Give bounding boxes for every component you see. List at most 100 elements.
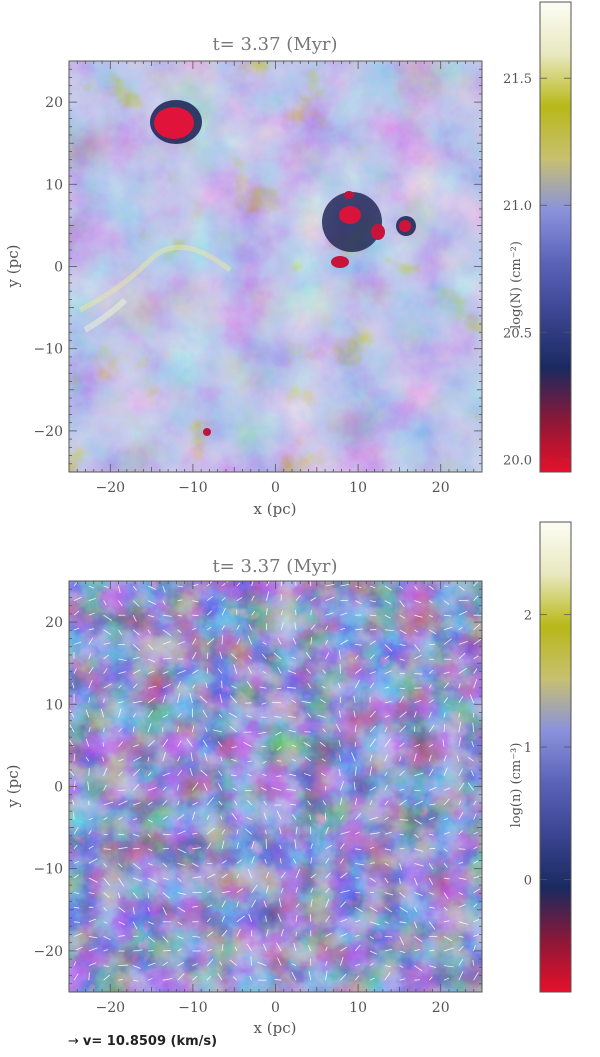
- velocity-vector: [72, 799, 75, 806]
- velocity-vector: [192, 905, 198, 908]
- velocity-vector: [443, 818, 449, 820]
- velocity-vector: [177, 962, 185, 966]
- velocity-vector: [147, 801, 153, 806]
- colorbar-1-label: log(N) (cm⁻²): [509, 241, 524, 329]
- velocity-vector: [247, 666, 252, 674]
- velocity-vector: [177, 713, 182, 718]
- velocity-vector: [414, 921, 418, 929]
- velocity-vector: [88, 637, 94, 645]
- velocity-vector: [206, 917, 211, 923]
- velocity-vector: [132, 713, 136, 718]
- velocity-vector: [473, 813, 477, 820]
- velocity-vector: [102, 742, 104, 747]
- velocity-vector: [354, 724, 357, 733]
- velocity-vector: [259, 686, 267, 689]
- velocity-vector: [458, 768, 463, 776]
- velocity-vector: [100, 708, 104, 718]
- velocity-vector: [414, 863, 424, 867]
- velocity-vector: [162, 585, 166, 593]
- velocity-vector: [88, 680, 93, 689]
- velocity-vector: [190, 752, 193, 762]
- velocity-vector: [265, 915, 267, 922]
- velocity-vector: [414, 907, 418, 912]
- velocity-vector: [73, 921, 81, 923]
- velocity-vector: [369, 738, 376, 747]
- velocity-vector: [384, 892, 394, 896]
- velocity-vector: [250, 956, 252, 966]
- velocity-vector: [207, 948, 213, 952]
- y-tick-label: −10: [33, 862, 63, 878]
- velocity-vector: [276, 746, 282, 751]
- panel-1-clump: [344, 191, 354, 199]
- velocity-vector: [338, 769, 341, 776]
- velocity-vector: [340, 889, 350, 893]
- velocity-vector: [340, 843, 345, 850]
- velocity-vector: [443, 723, 446, 733]
- velocity-vector: [384, 877, 389, 884]
- velocity-vector: [325, 961, 328, 966]
- velocity-vector: [369, 950, 377, 955]
- velocity-vector: [251, 884, 258, 893]
- velocity-vector: [162, 949, 172, 952]
- velocity-vector: [218, 714, 223, 718]
- velocity-vector: [147, 907, 150, 912]
- velocity-vector: [303, 773, 311, 777]
- velocity-vector: [384, 714, 390, 718]
- velocity-vector: [251, 856, 255, 864]
- velocity-vector: [147, 740, 155, 747]
- velocity-vector: [103, 683, 112, 689]
- velocity-vector: [192, 669, 199, 674]
- panel-1-clump: [399, 220, 411, 232]
- velocity-vector: [337, 682, 341, 689]
- velocity-vector: [414, 819, 422, 825]
- velocity-vector: [147, 848, 153, 852]
- velocity-vector: [414, 772, 424, 777]
- velocity-vector: [443, 906, 448, 911]
- velocity-vector: [206, 610, 213, 616]
- velocity-vector: [473, 875, 482, 879]
- velocity-vector: [177, 585, 184, 588]
- y-tick-label: 20: [45, 95, 63, 111]
- velocity-vector: [177, 800, 180, 806]
- velocity-vector: [221, 873, 228, 879]
- y-tick-label: 20: [45, 615, 63, 631]
- velocity-vector: [384, 848, 392, 851]
- velocity-vector: [399, 819, 409, 821]
- velocity-vector: [458, 921, 469, 925]
- velocity-vector: [177, 693, 180, 703]
- velocity-vector: [271, 787, 282, 791]
- velocity-vector: [102, 757, 104, 762]
- velocity-vector: [340, 815, 344, 820]
- velocity-vector: [399, 892, 406, 898]
- velocity-vector: [118, 629, 123, 636]
- velocity-vector: [290, 803, 297, 806]
- velocity-vector: [162, 815, 168, 820]
- velocity-vector: [133, 656, 140, 660]
- velocity-vector: [369, 800, 373, 806]
- velocity-vector: [384, 831, 392, 835]
- y-tick-label: 10: [45, 177, 63, 193]
- velocity-vector: [251, 595, 255, 601]
- velocity-vector: [118, 671, 126, 674]
- velocity-vector: [274, 716, 282, 718]
- velocity-vector: [266, 608, 268, 616]
- velocity-vector: [162, 863, 168, 868]
- velocity-vector: [276, 810, 282, 820]
- velocity-vector: [384, 863, 389, 866]
- velocity-vector: [248, 655, 252, 660]
- velocity-vector: [414, 948, 420, 952]
- colorbar-2: [539, 521, 572, 993]
- velocity-vector: [118, 728, 123, 733]
- velocity-vector: [88, 666, 94, 674]
- velocity-vector: [219, 651, 223, 660]
- velocity-vector: [132, 863, 141, 870]
- velocity-vector: [73, 874, 79, 879]
- velocity-vector: [221, 829, 226, 835]
- velocity-vector: [236, 915, 245, 923]
- velocity-vector: [384, 800, 389, 806]
- velocity-vector: [458, 722, 462, 733]
- panel-1-clump: [154, 107, 194, 139]
- velocity-vector: [286, 686, 297, 689]
- velocity-vector: [369, 585, 376, 589]
- velocity-vector: [340, 858, 344, 864]
